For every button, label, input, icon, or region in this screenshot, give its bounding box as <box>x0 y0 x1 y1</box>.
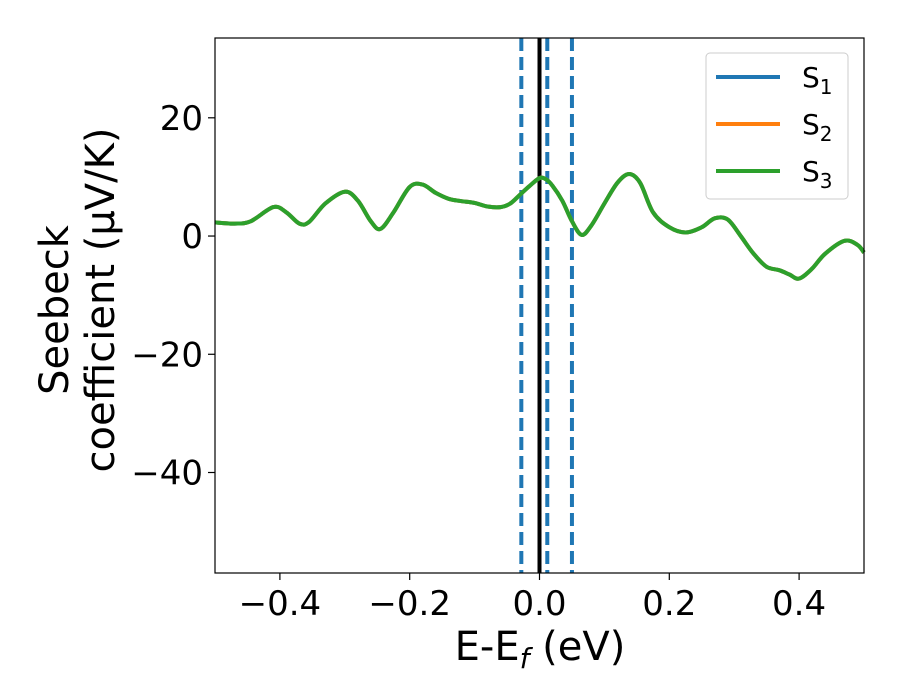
y-tick-label: 20 <box>160 99 203 139</box>
legend: S1 S2 S3 <box>705 52 849 200</box>
x-tick-label: 0.0 <box>512 584 566 624</box>
y-tick-label: 0 <box>181 217 203 257</box>
x-tick-label: −0.2 <box>368 584 451 624</box>
legend-label-s2: S2 <box>802 108 833 146</box>
series-line-s3 <box>214 172 866 281</box>
x-tick-label: 0.2 <box>642 584 696 624</box>
y-axis-title: Seebeck coefficient (μV/K) <box>32 128 124 473</box>
series-lines <box>214 172 866 281</box>
y-axis-title-line2: coefficient (μV/K) <box>78 128 124 473</box>
x-tick-label: 0.4 <box>772 584 826 624</box>
y-tick-label: −40 <box>131 454 203 494</box>
x-axis-title: E-Ef (eV) <box>455 624 626 675</box>
legend-label-s1: S1 <box>802 61 833 99</box>
y-axis-title-line1: Seebeck <box>32 224 78 395</box>
y-tick-label: −20 <box>131 335 203 375</box>
legend-label-s3: S3 <box>802 155 833 193</box>
x-tick-label: −0.4 <box>239 584 322 624</box>
y-axis-ticks: −40 −20 0 20 <box>131 99 215 494</box>
vertical-lines <box>519 38 574 573</box>
x-axis-ticks: −0.4 −0.2 0.0 0.2 0.4 <box>239 573 826 624</box>
